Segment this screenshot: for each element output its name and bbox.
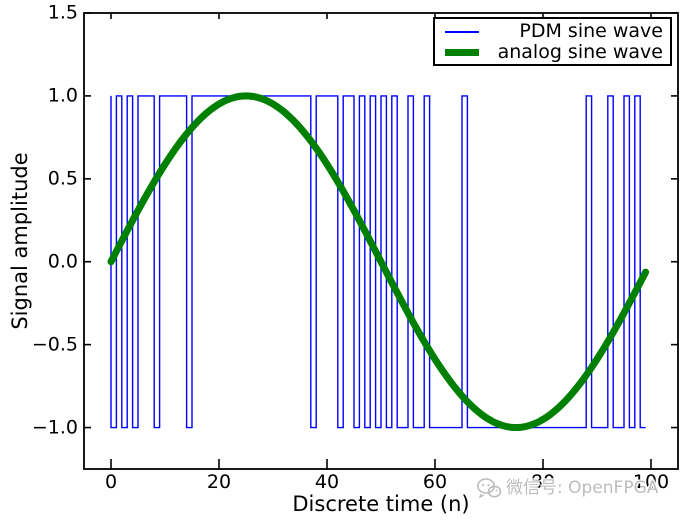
wechat-icon (477, 478, 502, 499)
legend: PDM sine wave analog sine wave (433, 17, 672, 66)
x-tick-label: 0 (104, 471, 118, 493)
analog-sine-wave-line (107, 92, 650, 432)
y-tick-label: −0.5 (31, 333, 78, 356)
y-tick-label: 0.0 (47, 250, 78, 273)
x-tick-label: 20 (206, 471, 232, 493)
x-tick-label: 80 (530, 471, 556, 493)
y-tick-label: 1.5 (47, 1, 78, 24)
legend-entry-pdm: PDM sine wave (442, 21, 663, 42)
x-tick-label: 60 (422, 471, 448, 493)
watermark: 微信号: OpenFPGA (476, 477, 658, 499)
x-tick-label: 100 (632, 471, 670, 493)
y-tick-label: −1.0 (31, 416, 78, 439)
legend-line-sample-analog (442, 49, 482, 56)
legend-label-analog: analog sine wave (497, 41, 663, 63)
x-tick-label: 40 (314, 471, 340, 493)
y-tick-label: 1.0 (47, 84, 78, 107)
legend-entry-analog: analog sine wave (442, 42, 663, 63)
y-axis-label: Signal amplitude (8, 152, 32, 330)
legend-label-pdm: PDM sine wave (519, 20, 663, 42)
pdm-sine-wave-line (110, 95, 646, 429)
x-axis-label: Discrete time (n) (292, 492, 470, 516)
y-tick-label: 0.5 (47, 167, 78, 190)
legend-line-sample-pdm (442, 30, 482, 33)
axes-frame (83, 12, 679, 470)
watermark-text: 微信号: OpenFPGA (506, 477, 659, 498)
